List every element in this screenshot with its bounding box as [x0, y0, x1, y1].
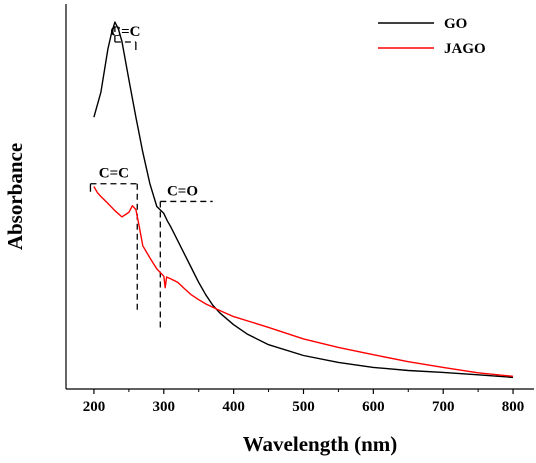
annotation-label: C=O	[167, 183, 198, 199]
legend-label: JAGO	[444, 41, 486, 57]
annotation-label: C=C	[110, 24, 140, 40]
x-tick-label: 500	[292, 399, 315, 415]
plot-frame: 200 300 400 500 600 700 800	[65, 4, 534, 415]
annotation-bracket: C=O	[159, 183, 213, 332]
x-tick-label: 700	[432, 399, 455, 415]
x-axis-title: Wavelength (nm)	[243, 432, 398, 456]
peak-annotations: C=C C=C C=O	[89, 24, 213, 332]
x-tick-label: 200	[83, 399, 106, 415]
annotation-label: C=C	[99, 166, 129, 182]
annotation-bracket: C=C	[89, 166, 138, 312]
series-line-jago	[93, 186, 514, 377]
x-tick-label: 600	[362, 399, 385, 415]
legend: GO JAGO	[378, 16, 486, 57]
y-axis-title: Absorbance	[3, 143, 27, 250]
x-tick-label: 800	[502, 399, 525, 415]
annotation-bracket: C=C	[110, 24, 140, 50]
legend-item-jago: JAGO	[378, 41, 486, 57]
x-axis-ticks: 200 300 400 500 600 700 800	[83, 389, 525, 415]
series-layer	[93, 21, 514, 379]
series-line-go	[93, 21, 514, 379]
x-tick-label: 300	[153, 399, 176, 415]
legend-item-go: GO	[378, 16, 467, 32]
legend-label: GO	[444, 16, 467, 32]
x-tick-label: 400	[222, 399, 245, 415]
